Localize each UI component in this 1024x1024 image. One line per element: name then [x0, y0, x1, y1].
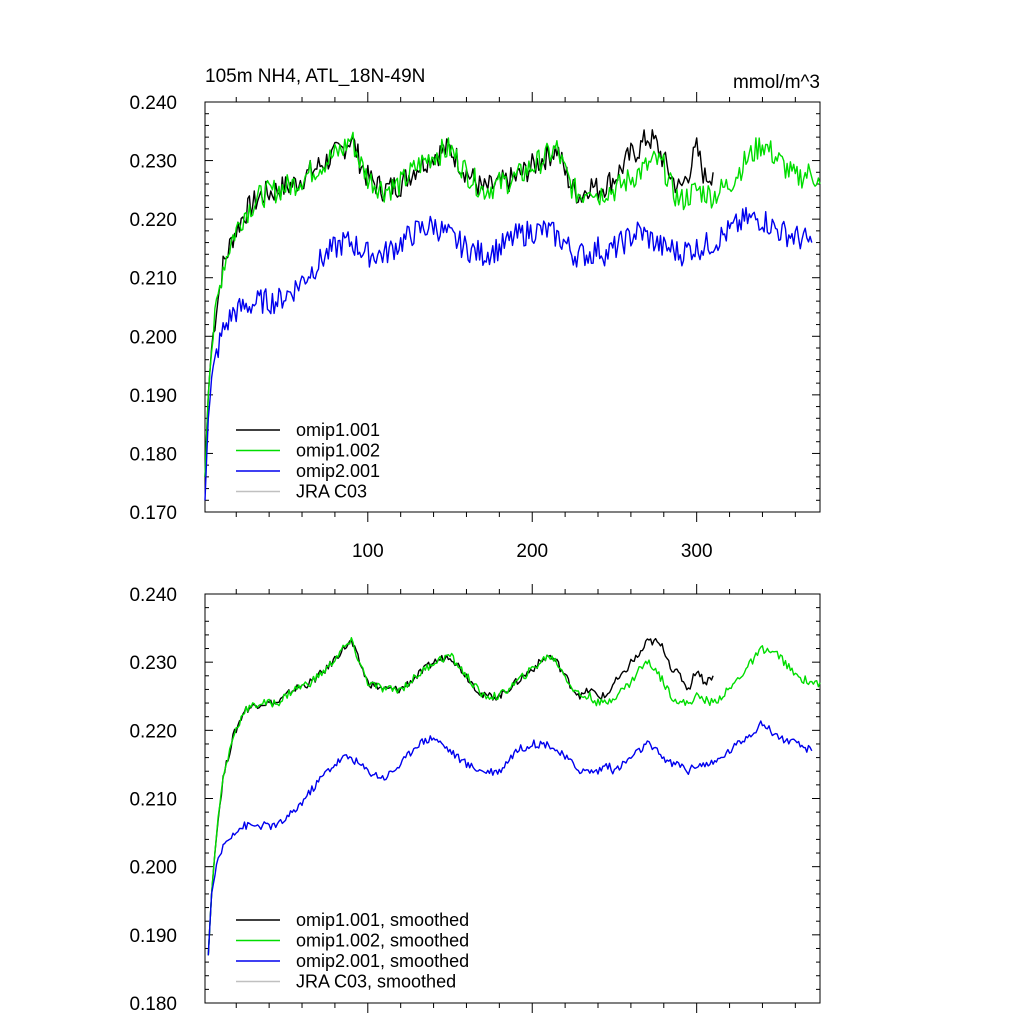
chart-panel-1: 0.170 0.180 0.190 0.200 0.210 0.220 0.230 0.240…	[129, 66, 821, 562]
y-tick-label: 0.230	[129, 653, 177, 674]
y-tick-label: 0.200	[129, 858, 177, 879]
y-tick-label: 0.210	[129, 790, 177, 811]
legend-label: omip2.001	[296, 461, 380, 481]
chart-panel-2: 0.180 0.190 0.200 0.210 0.220 0.230 0.240 omip1…	[129, 584, 821, 1015]
legend-label: omip1.002, smoothed	[296, 931, 469, 951]
x-tick-label: 200	[516, 541, 548, 562]
series-line-2	[204, 131, 821, 477]
y-tick-label: 0.230	[129, 152, 177, 173]
legend-label: omip1.001, smoothed	[296, 910, 469, 930]
y-tick-label: 0.210	[129, 269, 177, 290]
legend-label: omip1.002	[296, 441, 380, 461]
y-tick-label: 0.190	[129, 926, 177, 947]
y-tick-label: 0.170	[129, 503, 177, 524]
x-tick-label: 100	[352, 541, 384, 562]
series-line-3	[204, 206, 813, 501]
y-tick-label: 0.200	[129, 327, 177, 348]
series-line-3	[207, 720, 813, 956]
units-label: mmol/m^3	[733, 72, 820, 93]
chart-title: 105m NH4, ATL_18N-49N	[205, 66, 425, 87]
legend-label: JRA C03, smoothed	[296, 972, 456, 992]
legend-label: omip2.001, smoothed	[296, 951, 469, 971]
series-line-1	[207, 637, 714, 956]
series-line-2	[207, 637, 821, 956]
y-tick-label: 0.190	[129, 386, 177, 407]
y-tick-label: 0.220	[129, 721, 177, 742]
y-tick-label: 0.180	[129, 444, 177, 465]
legend-label: JRA C03	[296, 482, 367, 502]
y-tick-label: 0.180	[129, 994, 177, 1015]
y-tick-label: 0.240	[129, 93, 177, 114]
x-tick-label: 300	[681, 541, 713, 562]
legend-label: omip1.001	[296, 420, 380, 440]
y-tick-label: 0.240	[129, 585, 177, 606]
plot-frame	[204, 101, 821, 513]
y-tick-label: 0.220	[129, 210, 177, 231]
